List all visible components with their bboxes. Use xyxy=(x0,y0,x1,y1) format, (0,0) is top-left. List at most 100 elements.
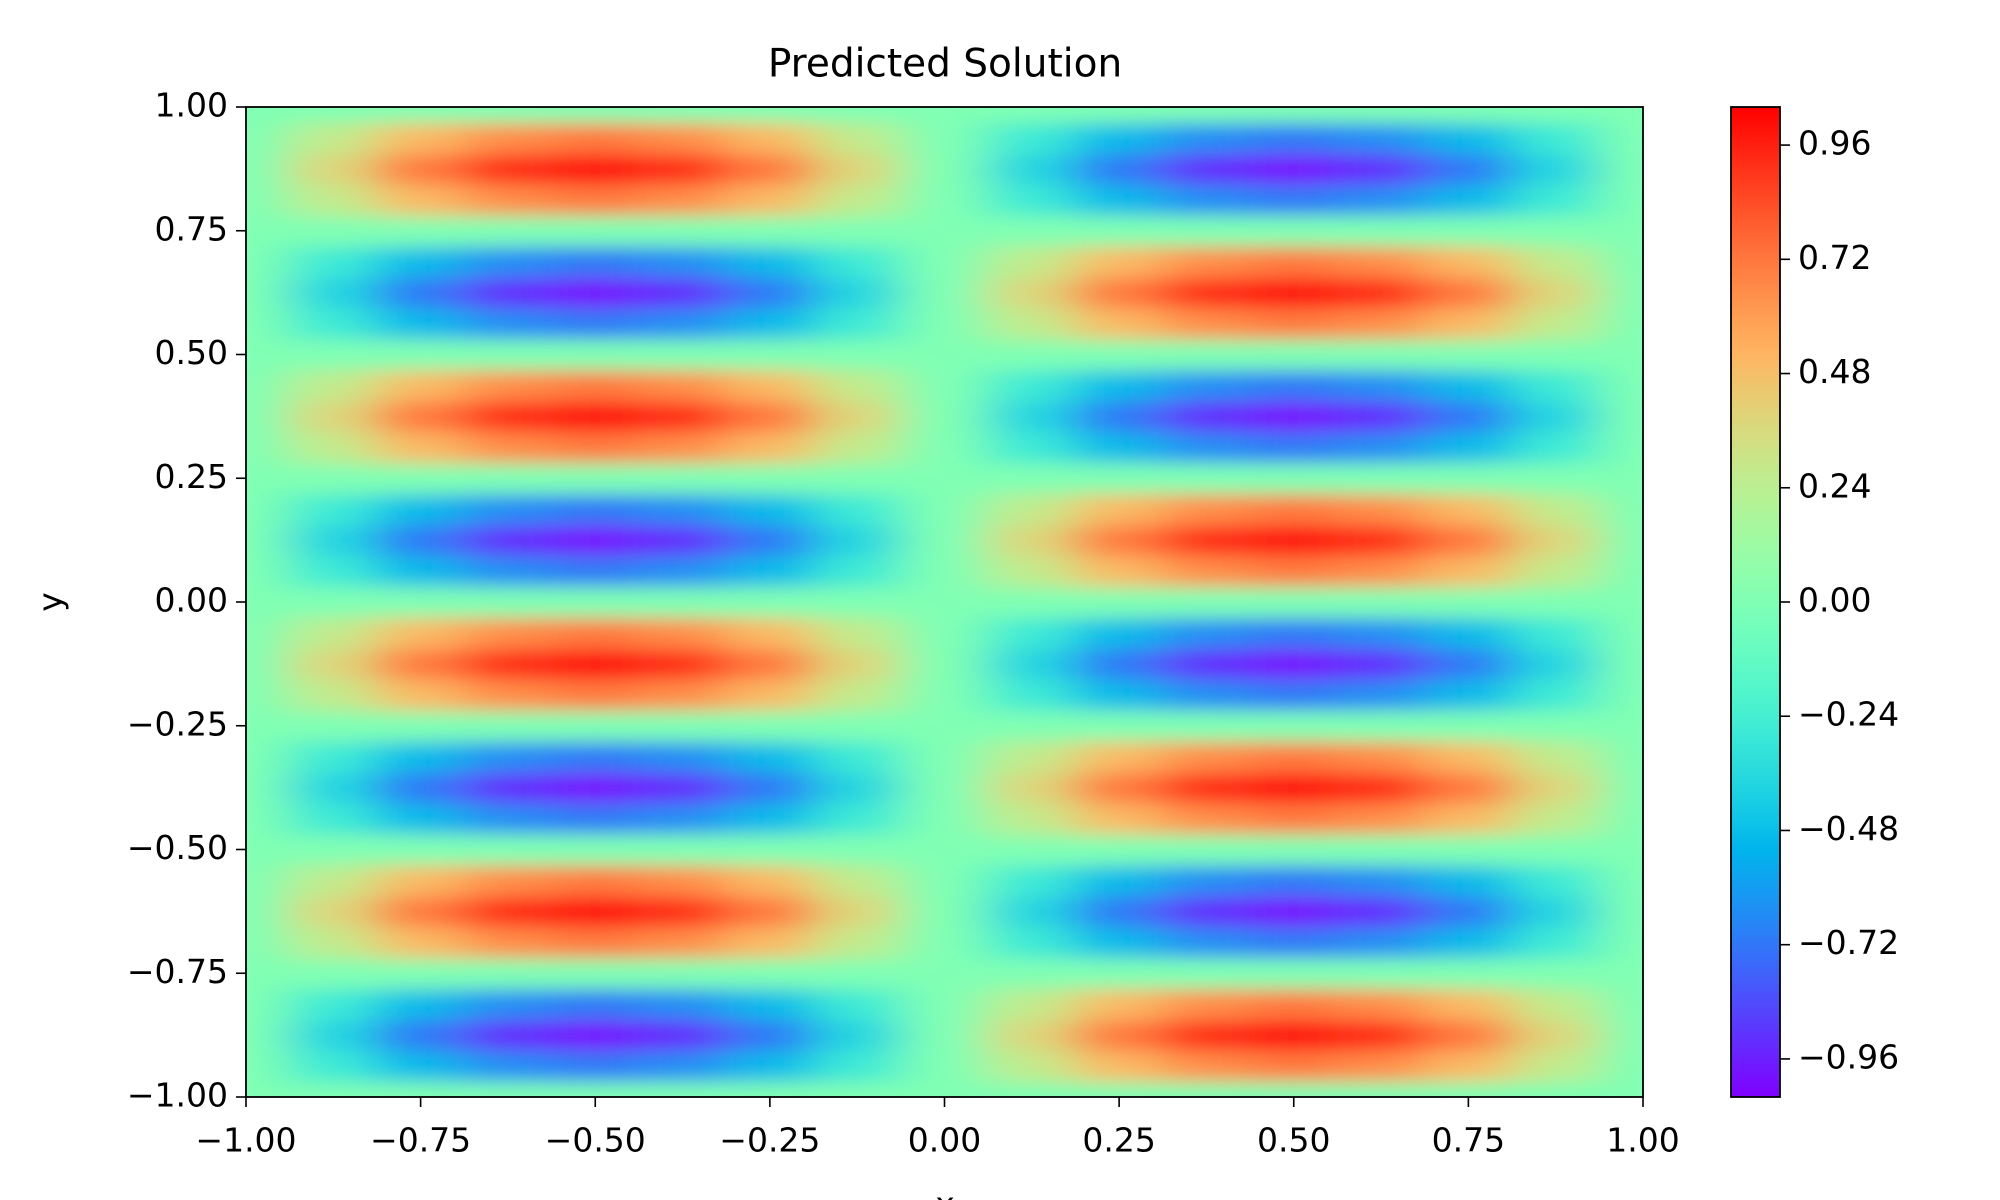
field-cell xyxy=(551,586,640,618)
field-cell xyxy=(289,245,378,278)
field-cell xyxy=(1249,709,1338,742)
field-cell xyxy=(1424,616,1513,649)
field-cell xyxy=(725,988,815,1021)
field-cell xyxy=(1074,678,1164,711)
field-cell xyxy=(725,183,815,216)
field-cell xyxy=(813,121,902,154)
field-cell xyxy=(987,245,1076,278)
field-cell xyxy=(246,307,291,340)
field-cell xyxy=(551,338,640,371)
field-cell xyxy=(551,988,640,1021)
field-cell xyxy=(987,586,1076,618)
field-cell xyxy=(638,678,727,711)
field-cell xyxy=(1249,462,1338,495)
field-cell xyxy=(463,647,553,680)
field-cell xyxy=(1074,431,1164,464)
field-cell xyxy=(1074,121,1164,154)
field-cell xyxy=(376,616,465,649)
field-cell xyxy=(1074,957,1164,990)
field-cell xyxy=(1336,616,1426,649)
field-cell xyxy=(813,276,902,309)
field-cell xyxy=(1162,678,1251,711)
field-cell xyxy=(813,802,902,835)
field-cell xyxy=(725,740,815,773)
field-cell xyxy=(638,245,727,278)
field-cell xyxy=(551,616,640,649)
field-cell xyxy=(1598,121,1643,154)
field-cell xyxy=(1424,678,1513,711)
field-cell xyxy=(725,1019,815,1052)
field-cell xyxy=(1249,864,1338,897)
field-cell xyxy=(900,431,989,464)
field-cell xyxy=(551,740,640,773)
field-cell xyxy=(1598,616,1643,649)
field-cell xyxy=(463,338,553,371)
field-cell xyxy=(1511,555,1600,588)
field-cell xyxy=(1249,1019,1338,1052)
field-cell xyxy=(725,338,815,371)
field-cell xyxy=(1074,245,1164,278)
field-cell xyxy=(987,121,1076,154)
field-cell xyxy=(551,647,640,680)
field-cell xyxy=(1598,338,1643,371)
field-cell xyxy=(900,616,989,649)
field-cell xyxy=(1074,183,1164,216)
field-cell xyxy=(987,555,1076,588)
field-cell xyxy=(725,864,815,897)
x-tick-label: 0.75 xyxy=(1432,1121,1505,1160)
field-cell xyxy=(900,369,989,402)
field-cell xyxy=(987,1081,1076,1097)
field-cell xyxy=(987,647,1076,680)
field-cell xyxy=(246,647,291,680)
field-cell xyxy=(246,616,291,649)
field-cell xyxy=(289,524,378,557)
field-cell xyxy=(1424,586,1513,618)
field-cell xyxy=(1511,709,1600,742)
field-cell xyxy=(1074,802,1164,835)
field-cell xyxy=(551,524,640,557)
field-cell xyxy=(813,245,902,278)
field-cell xyxy=(813,152,902,185)
field-cell xyxy=(987,338,1076,371)
field-cell xyxy=(1511,833,1600,866)
field-cell xyxy=(1336,555,1426,588)
field-cell xyxy=(1336,988,1426,1021)
field-cell xyxy=(551,957,640,990)
field-cell xyxy=(1511,152,1600,185)
field-cell xyxy=(246,586,291,618)
field-cell xyxy=(1424,957,1513,990)
field xyxy=(246,107,1643,1097)
x-tick-label: 0.00 xyxy=(908,1121,981,1160)
field-cell xyxy=(289,833,378,866)
field-cell xyxy=(638,926,727,959)
field-cell xyxy=(246,493,291,526)
field-cell xyxy=(1074,152,1164,185)
field-cell xyxy=(1074,771,1164,804)
field-cell xyxy=(638,895,727,928)
field-cell xyxy=(1598,709,1643,742)
field-cell xyxy=(1424,1081,1513,1097)
field-cell xyxy=(1074,833,1164,866)
field-cell xyxy=(463,107,553,123)
field-cell xyxy=(900,400,989,433)
field-cell xyxy=(289,1081,378,1097)
field-cell xyxy=(1598,586,1643,618)
field-cell xyxy=(376,957,465,990)
field-cell xyxy=(900,1019,989,1052)
field-cell xyxy=(289,431,378,464)
field-cell xyxy=(638,957,727,990)
field-cell xyxy=(463,1081,553,1097)
field-cell xyxy=(900,895,989,928)
field-cell xyxy=(813,771,902,804)
y-tick-label: 0.75 xyxy=(155,209,228,248)
field-cell xyxy=(638,307,727,340)
field-cell xyxy=(1162,338,1251,371)
field-cell xyxy=(813,895,902,928)
field-cell xyxy=(246,276,291,309)
field-cell xyxy=(1162,1019,1251,1052)
field-cell xyxy=(1249,431,1338,464)
field-cell xyxy=(813,400,902,433)
field-cell xyxy=(1162,988,1251,1021)
field-cell xyxy=(246,1050,291,1083)
field-cell xyxy=(1162,616,1251,649)
